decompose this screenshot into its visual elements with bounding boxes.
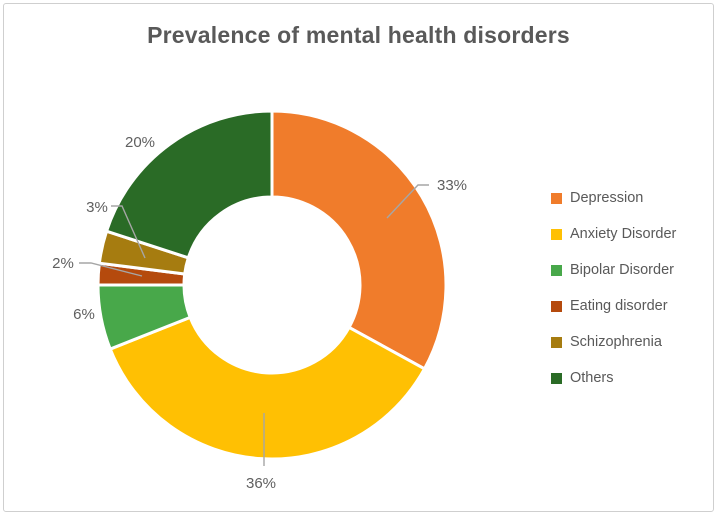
legend-label-eating-disorder: Eating disorder	[570, 298, 668, 314]
legend-label-anxiety-disorder: Anxiety Disorder	[570, 226, 677, 242]
donut-slice-others	[105, 109, 274, 260]
legend-marker-anxiety-disorder	[551, 228, 562, 240]
legend-marker-depression	[551, 192, 562, 204]
leader-line-eating-disorder	[79, 262, 143, 277]
legend-label-others: Others	[570, 370, 614, 386]
data-labels: 33% 36% 6% 2% 3% 20%	[52, 134, 467, 492]
data-label-schizophrenia: 3%	[86, 199, 108, 216]
legend-item-bipolar-disorder: Bipolar Disorder	[551, 262, 676, 278]
leader-lines	[79, 184, 429, 466]
legend: Depression Anxiety Disorder Bipolar Disord…	[551, 190, 676, 386]
donut-slice-depression	[270, 109, 448, 371]
donut-slices	[96, 109, 448, 461]
legend-item-others: Others	[551, 370, 676, 386]
legend-marker-eating-disorder	[551, 300, 562, 312]
donut-slice-anxiety-disorder	[108, 315, 426, 461]
data-label-others: 20%	[125, 134, 155, 151]
legend-marker-schizophrenia	[551, 336, 562, 348]
chart-title: Prevalence of mental health disorders	[147, 22, 570, 48]
legend-item-schizophrenia: Schizophrenia	[551, 334, 676, 350]
legend-label-bipolar-disorder: Bipolar Disorder	[570, 262, 674, 278]
leader-line-depression	[386, 184, 429, 219]
data-label-bipolar-disorder: 6%	[73, 306, 95, 323]
data-label-depression: 33%	[437, 177, 467, 194]
legend-item-anxiety-disorder: Anxiety Disorder	[551, 226, 676, 242]
leader-line-schizophrenia	[111, 205, 146, 259]
legend-item-depression: Depression	[551, 190, 676, 206]
data-label-eating-disorder: 2%	[52, 255, 74, 272]
data-label-anxiety-disorder: 36%	[246, 475, 276, 492]
legend-marker-bipolar-disorder	[551, 264, 562, 276]
legend-label-depression: Depression	[570, 190, 644, 206]
legend-label-schizophrenia: Schizophrenia	[570, 334, 662, 350]
legend-marker-others	[551, 372, 562, 384]
legend-item-eating-disorder: Eating disorder	[551, 298, 676, 314]
